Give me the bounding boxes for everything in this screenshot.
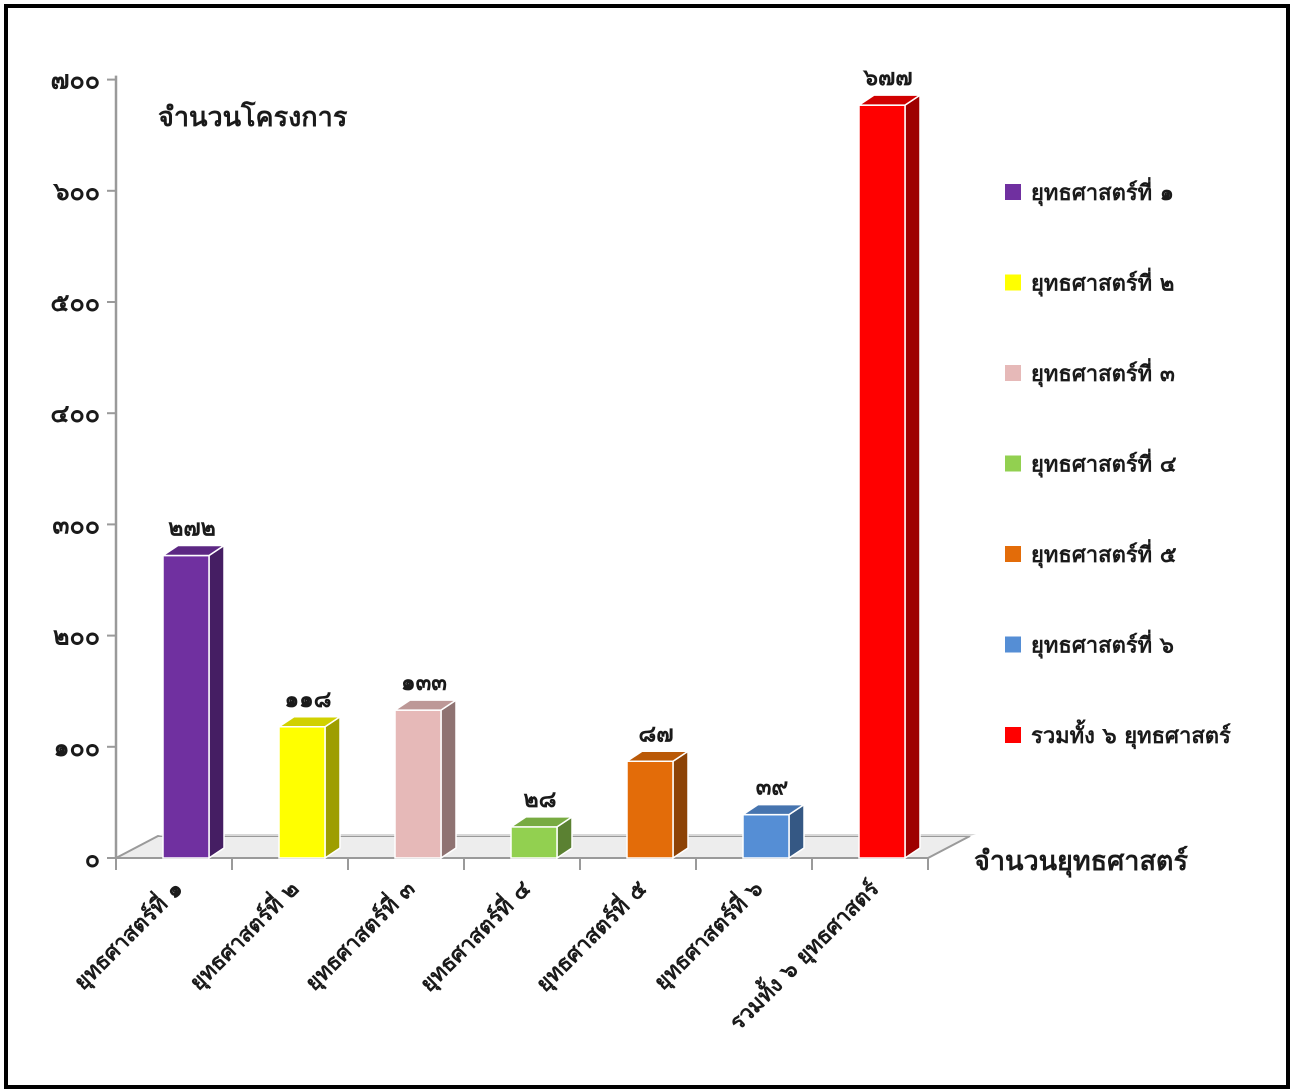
legend-label: ยุทธศาสตร์ที่ ๖: [1031, 629, 1174, 660]
bar-front: [742, 813, 790, 859]
legend-label: ยุทธศาสตร์ที่ ๒: [1031, 267, 1174, 298]
y-tick-label: ๑๐๐: [54, 733, 100, 762]
legend-item: ยุทธศาสตร์ที่ ๒: [1005, 267, 1174, 298]
legend-item: รวมทั้ง ๖ ยุทธศาสตร์: [1005, 719, 1231, 750]
bar-top: [856, 94, 923, 106]
y-axis: ๐ ๑๐๐ ๒๐๐ ๓๐๐ ๔๐๐ ๕๐๐ ๖๐๐ ๗๐๐: [51, 66, 929, 873]
y-tick-label: ๒๐๐: [53, 622, 100, 651]
chart-frame: ๐ ๑๐๐ ๒๐๐ ๓๐๐ ๔๐๐ ๕๐๐ ๖๐๐ ๗๐๐ ๒๗๒๑๑๘ ๑๓๓๒๘ ๘๗๓๙ ๖๗…: [4, 4, 1290, 1089]
bar: [160, 544, 227, 860]
bar-value-label: ๘๗: [638, 721, 673, 747]
x-tick-label: ยุทธศาสตร์ที่ ๕: [528, 873, 653, 998]
y-tick-label: ๓๐๐: [52, 510, 100, 539]
bar-front: [278, 726, 326, 859]
bar-top: [624, 750, 691, 763]
bar: [856, 93, 923, 860]
legend-swatch: [1005, 455, 1021, 472]
x-axis-label: จำนวนยุทธศาสตร์: [974, 845, 1188, 878]
legend-swatch: [1005, 274, 1021, 291]
x-axis-tick-labels: ยุทธศาสตร์ที่ ๑ยุทธศาสตร์ที่ ๒ยุทธศาสตร์…: [66, 873, 885, 1036]
bar-value-label: ๖๗๗: [862, 65, 912, 91]
legend-swatch: [1005, 184, 1021, 200]
x-tick-label: ยุทธศาสตร์ที่ ๑: [66, 873, 189, 996]
bar-top: [508, 816, 575, 828]
bar-value-label: ๓๙: [756, 775, 789, 801]
bar-side: [208, 544, 225, 860]
chart-title: จำนวนโครงการ: [158, 100, 348, 133]
y-tick-label: ๔๐๐: [51, 399, 100, 428]
bar-top: [392, 699, 459, 711]
y-tick-label: ๖๐๐: [53, 177, 100, 206]
bar-value-label: ๑๓๓: [401, 670, 447, 696]
bar-front: [510, 826, 558, 859]
y-tick-label: ๐: [85, 844, 100, 873]
legend-swatch: [1005, 365, 1021, 381]
legend-item: ยุทธศาสตร์ที่ ๓: [1005, 357, 1175, 388]
bar-top: [160, 544, 227, 557]
bar-side: [904, 93, 921, 860]
bar: [508, 815, 575, 860]
legend-label: รวมทั้ง ๖ ยุทธศาสตร์: [1031, 719, 1231, 750]
x-tick-label: ยุทธศาสตร์ที่ ๔: [412, 873, 537, 998]
bar-side: [324, 715, 341, 860]
legend-item: ยุทธศาสตร์ที่ ๕: [1005, 538, 1177, 569]
bar-front: [162, 554, 210, 859]
bar: [740, 803, 807, 860]
bar-front: [858, 104, 906, 859]
bar-top: [276, 716, 343, 728]
bars: [160, 93, 923, 860]
y-tick-label: ๕๐๐: [51, 288, 100, 317]
legend-label: ยุทธศาสตร์ที่ ๑: [1031, 176, 1174, 207]
legend-label: ยุทธศาสตร์ที่ ๓: [1031, 357, 1175, 388]
bar: [624, 749, 691, 860]
legend-item: ยุทธศาสตร์ที่ ๑: [1005, 176, 1174, 207]
x-tick-label: ยุทธศาสตร์ที่ ๖: [646, 873, 769, 996]
bar-value-label: ๒๗๒: [168, 516, 216, 542]
legend-item: ยุทธศาสตร์ที่ ๖: [1005, 629, 1174, 660]
legend-label: ยุทธศาสตร์ที่ ๕: [1031, 538, 1177, 569]
bar-top: [740, 803, 807, 816]
bar: [392, 698, 459, 860]
bar-value-label: ๑๑๘: [285, 687, 332, 713]
x-tick-label: ยุทธศาสตร์ที่ ๓: [297, 873, 421, 997]
legend-swatch: [1005, 727, 1021, 743]
legend-item: ยุทธศาสตร์ที่ ๔: [1005, 448, 1177, 479]
bar: [276, 715, 343, 860]
x-tick-label: ยุทธศาสตร์ที่ ๒: [182, 873, 305, 996]
legend-label: ยุทธศาสตร์ที่ ๔: [1031, 448, 1177, 479]
legend-swatch: [1005, 546, 1021, 562]
legend: ยุทธศาสตร์ที่ ๑ยุทธศาสตร์ที่ ๒ยุทธศาสตร์…: [1005, 176, 1231, 750]
bar-front: [394, 709, 442, 859]
legend-swatch: [1005, 636, 1021, 653]
bar-front: [626, 760, 674, 859]
bar-side: [672, 749, 689, 860]
bar-value-label: ๒๘: [524, 787, 557, 813]
y-tick-label: ๗๐๐: [51, 66, 100, 95]
bar-side: [440, 698, 457, 860]
